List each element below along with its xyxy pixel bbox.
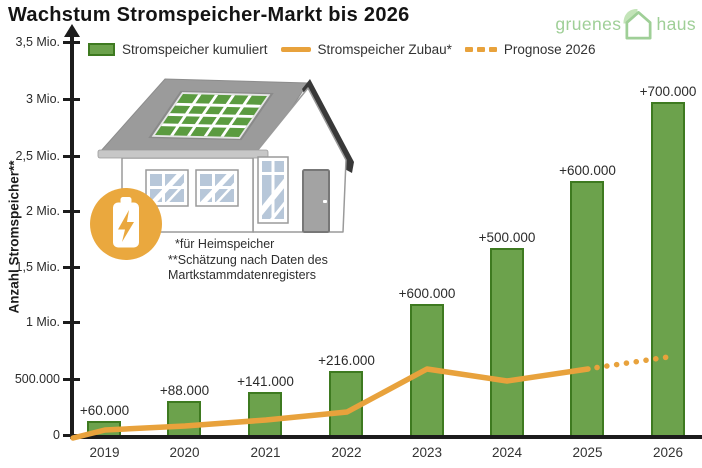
x-label-2026: 2026 bbox=[652, 445, 684, 460]
tall-window-icon bbox=[257, 156, 289, 224]
footnote-line-3: Martkstammdatenregisters bbox=[168, 268, 316, 282]
y-tick bbox=[63, 321, 80, 325]
chart-legend: Stromspeicher kumuliert Stromspeicher Zu… bbox=[88, 42, 595, 57]
bar-value-2019: +60.000 bbox=[79, 403, 130, 418]
ytick-label-2mio: 2 Mio. bbox=[25, 204, 60, 218]
line-swatch-icon bbox=[280, 47, 311, 52]
bar-value-2025: +600.000 bbox=[559, 163, 616, 178]
logo-text-left: gruenes bbox=[555, 14, 622, 34]
x-label-2024: 2024 bbox=[491, 445, 523, 460]
dotted-swatch-icon bbox=[464, 47, 497, 52]
brand-logo: gruenes haus bbox=[555, 8, 696, 41]
window-icon bbox=[195, 169, 239, 207]
bar-2024 bbox=[490, 248, 524, 439]
x-label-2025: 2025 bbox=[572, 445, 603, 460]
page-title: Wachstum Stromspeicher-Markt bis 2026 bbox=[8, 4, 410, 26]
bar-value-2023: +600.000 bbox=[398, 286, 456, 301]
ytick-label-3mio: 3 Mio. bbox=[25, 92, 60, 106]
bar-value-2022: +216.000 bbox=[318, 353, 375, 368]
bar-value-2026: +700.000 bbox=[639, 84, 697, 99]
ytick-label-1-5mio: 1,5 Mio. bbox=[15, 260, 60, 274]
x-label-2021: 2021 bbox=[250, 445, 281, 460]
bar-value-2020: +88.000 bbox=[159, 383, 210, 398]
bar-swatch-icon bbox=[88, 43, 115, 56]
legend-label-prognose: Prognose 2026 bbox=[503, 42, 596, 57]
x-label-2020: 2020 bbox=[169, 445, 200, 460]
x-label-2022: 2022 bbox=[331, 445, 362, 460]
ytick-label-500k: 500.000 bbox=[14, 372, 60, 386]
legend-item-kumuliert: Stromspeicher kumuliert bbox=[88, 42, 268, 57]
battery-badge-icon bbox=[90, 188, 162, 260]
legend-item-zubau: Stromspeicher Zubau* bbox=[280, 42, 452, 57]
y-tick bbox=[63, 98, 80, 102]
x-axis-line bbox=[70, 435, 702, 439]
x-label-2019: 2019 bbox=[89, 445, 120, 460]
ytick-label-1mio: 1 Mio. bbox=[25, 315, 60, 329]
footnote: *für Heimspeicher **Schätzung nach Daten… bbox=[168, 237, 328, 284]
bar-2020 bbox=[167, 401, 201, 439]
y-tick bbox=[63, 41, 80, 45]
bar-2023 bbox=[410, 304, 444, 439]
footnote-line-2: **Schätzung nach Daten des bbox=[168, 252, 328, 267]
bar-value-2021: +141.000 bbox=[237, 374, 294, 389]
leaf-house-icon bbox=[623, 8, 652, 40]
bar-2026 bbox=[651, 102, 685, 439]
x-label-2023: 2023 bbox=[411, 445, 443, 460]
y-tick bbox=[63, 266, 80, 270]
ytick-label-3-5mio: 3,5 Mio. bbox=[15, 35, 60, 49]
legend-label-kumuliert: Stromspeicher kumuliert bbox=[122, 42, 268, 57]
ytick-label-0: 0 bbox=[53, 428, 60, 442]
y-tick bbox=[63, 434, 80, 438]
legend-label-zubau: Stromspeicher Zubau* bbox=[317, 42, 452, 57]
y-tick bbox=[63, 155, 80, 159]
bar-value-2024: +500.000 bbox=[478, 230, 536, 245]
ytick-label-2-5mio: 2,5 Mio. bbox=[15, 149, 60, 163]
y-axis-title: Anzahl Stromspeicher** bbox=[6, 160, 22, 314]
bar-2021 bbox=[248, 392, 282, 439]
y-tick bbox=[63, 210, 80, 214]
y-tick bbox=[63, 378, 80, 382]
footnote-line-1: *für Heimspeicher bbox=[175, 237, 275, 251]
legend-item-prognose: Prognose 2026 bbox=[464, 42, 596, 57]
y-axis-line bbox=[70, 33, 74, 437]
window-icon bbox=[145, 169, 189, 207]
y-axis-arrow-icon bbox=[64, 24, 80, 37]
bar-2025 bbox=[570, 181, 604, 439]
door-icon bbox=[302, 169, 330, 233]
bar-2022 bbox=[329, 371, 363, 439]
logo-text-right: haus bbox=[656, 14, 696, 34]
solar-panel-icon bbox=[148, 90, 274, 141]
